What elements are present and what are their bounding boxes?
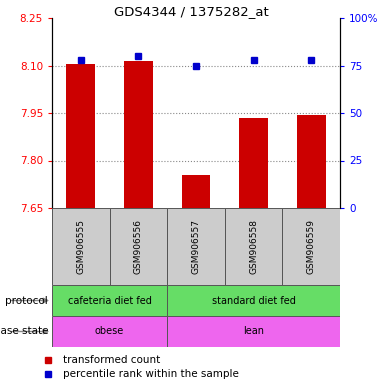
Text: standard diet fed: standard diet fed xyxy=(212,296,296,306)
Bar xyxy=(124,61,153,208)
Bar xyxy=(182,175,210,208)
Bar xyxy=(239,118,268,208)
Text: cafeteria diet fed: cafeteria diet fed xyxy=(68,296,152,306)
Bar xyxy=(110,208,167,285)
Bar xyxy=(167,316,340,347)
Bar xyxy=(167,285,340,316)
Bar xyxy=(282,208,340,285)
Text: disease state: disease state xyxy=(0,326,48,336)
Text: GSM906555: GSM906555 xyxy=(76,219,85,274)
Text: GSM906557: GSM906557 xyxy=(192,219,200,274)
Text: transformed count: transformed count xyxy=(63,355,160,365)
Bar xyxy=(297,114,326,208)
Bar xyxy=(66,64,95,208)
Text: GDS4344 / 1375282_at: GDS4344 / 1375282_at xyxy=(114,5,269,18)
Bar xyxy=(52,285,167,316)
Text: GSM906558: GSM906558 xyxy=(249,219,258,274)
Bar xyxy=(52,316,167,347)
Bar xyxy=(52,208,110,285)
Text: GSM906556: GSM906556 xyxy=(134,219,143,274)
Text: obese: obese xyxy=(95,326,124,336)
Bar xyxy=(167,208,225,285)
Text: protocol: protocol xyxy=(5,296,48,306)
Text: lean: lean xyxy=(243,326,264,336)
Bar xyxy=(225,208,282,285)
Text: percentile rank within the sample: percentile rank within the sample xyxy=(63,369,239,379)
Text: GSM906559: GSM906559 xyxy=(307,219,316,274)
